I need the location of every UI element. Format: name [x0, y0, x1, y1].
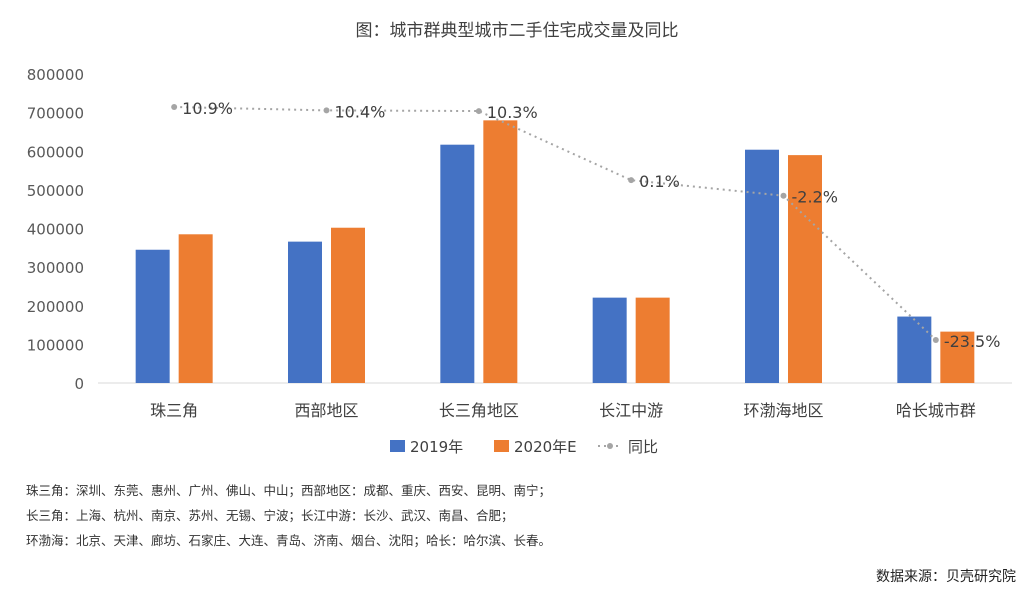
- legend-label: 2020年E: [514, 438, 577, 456]
- y-tick-label: 0: [74, 375, 84, 393]
- x-tick-label: 环渤海地区: [743, 401, 823, 420]
- bar: [135, 249, 170, 383]
- bar: [592, 297, 627, 383]
- growth-point: [475, 108, 482, 115]
- legend-label: 2019年: [410, 438, 463, 456]
- y-tick-label: 600000: [27, 143, 84, 161]
- bars-layer: [135, 120, 975, 383]
- note-line: 长三角：上海、杭州、南京、苏州、无锡、宁波；长江中游：长沙、武汉、南昌、合肥；: [26, 508, 514, 523]
- growth-line-layer: 10.9% 10.4% 10.3% 0.1% -2.2% -23.5%: [171, 99, 1000, 351]
- growth-point: [780, 192, 787, 199]
- x-tick-label: 长江中游: [599, 401, 663, 420]
- bar: [288, 241, 322, 383]
- growth-point: [323, 107, 330, 114]
- y-tick-label: 700000: [27, 105, 84, 123]
- legend-line-marker: [607, 443, 613, 449]
- legend-swatch: [390, 440, 405, 452]
- growth-data-label: -23.5%: [944, 332, 1001, 351]
- y-tick-label: 200000: [27, 298, 84, 316]
- bar: [483, 120, 518, 383]
- growth-data-label: 10.3%: [487, 103, 538, 122]
- growth-point: [171, 104, 178, 110]
- growth-data-label: 0.1%: [639, 172, 680, 191]
- growth-data-label: 10.4%: [335, 102, 386, 121]
- bar: [440, 144, 475, 383]
- growth-data-label: 10.9%: [182, 99, 233, 118]
- y-axis: 0 100000 200000 300000 400000 500000 600000 700…: [27, 66, 84, 393]
- chart-svg: 0 100000 200000 300000 400000 500000 600000 700…: [27, 66, 1012, 456]
- x-axis: 珠三角 西部地区 长三角地区 长江中游 环渤海地区 哈长城市群: [150, 401, 976, 420]
- legend-label: 同比: [628, 438, 658, 456]
- y-tick-label: 500000: [27, 182, 84, 200]
- note-line: 环渤海：北京、天津、廊坊、石家庄、大连、青岛、济南、烟台、沈阳；哈长：哈尔滨、长…: [26, 533, 552, 548]
- legend: 2019年 2020年E 同比: [390, 438, 658, 456]
- bar: [897, 316, 932, 383]
- growth-line: [174, 106, 937, 341]
- x-tick-label: 长三角地区: [439, 401, 519, 420]
- note-line: 珠三角：深圳、东莞、惠州、广州、佛山、中山；西部地区：成都、重庆、西安、昆明、南…: [26, 483, 552, 498]
- bar: [178, 234, 213, 383]
- y-tick-label: 400000: [27, 221, 84, 239]
- source-note: 数据来源：贝壳研究院: [876, 569, 1016, 585]
- legend-swatch: [494, 440, 509, 452]
- y-tick-label: 800000: [27, 66, 84, 84]
- bar: [635, 297, 670, 383]
- y-tick-label: 300000: [27, 259, 84, 277]
- bar: [788, 155, 822, 383]
- y-tick-label: 100000: [27, 336, 84, 354]
- bar: [331, 227, 365, 383]
- x-tick-label: 珠三角: [150, 401, 198, 420]
- bar: [940, 331, 975, 383]
- chart-title: 图：城市群典型城市二手住宅成交量及同比: [355, 21, 679, 41]
- x-tick-label: 西部地区: [294, 401, 358, 420]
- notes: 珠三角：深圳、东莞、惠州、广州、佛山、中山；西部地区：成都、重庆、西安、昆明、南…: [26, 478, 551, 553]
- growth-data-label: -2.2%: [792, 188, 838, 207]
- bar: [745, 149, 779, 383]
- x-tick-label: 哈长城市群: [896, 401, 976, 420]
- growth-point: [628, 177, 635, 184]
- growth-point: [932, 337, 939, 343]
